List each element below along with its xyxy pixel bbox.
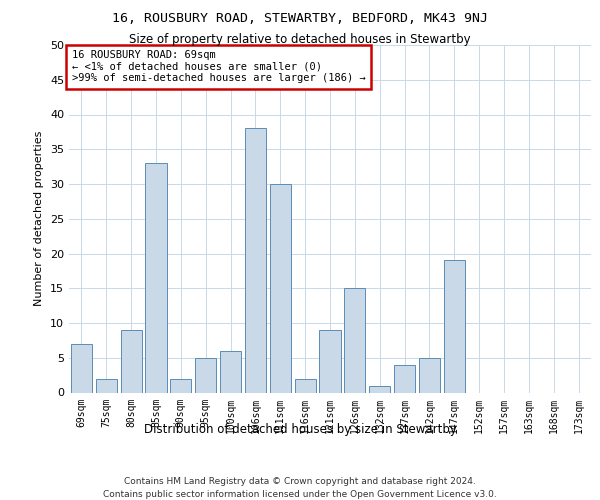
Bar xyxy=(96,378,117,392)
Text: Contains public sector information licensed under the Open Government Licence v3: Contains public sector information licen… xyxy=(103,490,497,499)
Text: Size of property relative to detached houses in Stewartby: Size of property relative to detached ho… xyxy=(129,32,471,46)
Bar xyxy=(121,330,142,392)
Bar xyxy=(270,184,291,392)
Bar xyxy=(195,358,216,392)
Bar xyxy=(344,288,365,393)
Text: Distribution of detached houses by size in Stewartby: Distribution of detached houses by size … xyxy=(143,422,457,436)
Text: Contains HM Land Registry data © Crown copyright and database right 2024.: Contains HM Land Registry data © Crown c… xyxy=(124,478,476,486)
Bar xyxy=(145,163,167,392)
Bar xyxy=(419,358,440,392)
Bar xyxy=(71,344,92,393)
Bar xyxy=(170,378,191,392)
Bar xyxy=(444,260,465,392)
Bar xyxy=(369,386,390,392)
Bar xyxy=(319,330,341,392)
Bar xyxy=(295,378,316,392)
Text: 16, ROUSBURY ROAD, STEWARTBY, BEDFORD, MK43 9NJ: 16, ROUSBURY ROAD, STEWARTBY, BEDFORD, M… xyxy=(112,12,488,26)
Bar xyxy=(245,128,266,392)
Bar xyxy=(220,351,241,393)
Y-axis label: Number of detached properties: Number of detached properties xyxy=(34,131,44,306)
Bar xyxy=(394,364,415,392)
Text: 16 ROUSBURY ROAD: 69sqm
← <1% of detached houses are smaller (0)
>99% of semi-de: 16 ROUSBURY ROAD: 69sqm ← <1% of detache… xyxy=(71,50,365,84)
